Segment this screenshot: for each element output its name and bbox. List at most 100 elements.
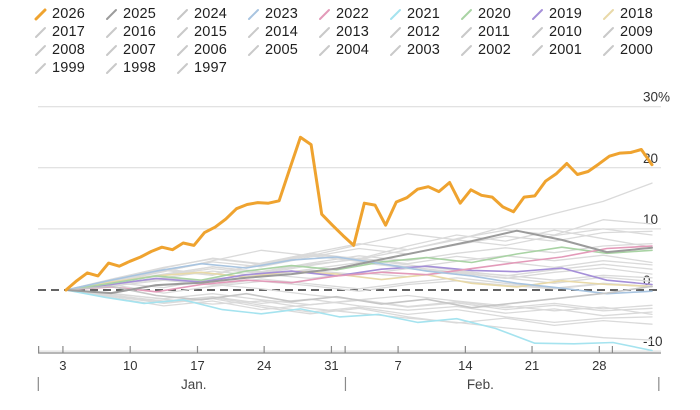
chart-legend: 2026 2025 2024 2023 2022 2021 2020 2019 2018 2017… — [34, 5, 686, 77]
legend-dash-stroke — [177, 44, 188, 56]
legend-dash-icon — [461, 8, 472, 20]
x-tick-label: 28 — [592, 358, 606, 373]
legend-item-2004[interactable]: 2004 — [318, 41, 389, 59]
legend-dash-stroke — [319, 8, 330, 20]
series-line-2025 — [65, 229, 653, 295]
legend-year-label: 2025 — [123, 6, 157, 22]
series-line-2010 — [65, 289, 653, 327]
legend-item-2014[interactable]: 2014 — [247, 23, 318, 41]
legend-dash-stroke — [106, 44, 117, 56]
legend-item-2026[interactable]: 2026 — [34, 5, 105, 23]
legend-dash-stroke — [248, 26, 259, 38]
legend-item-2019[interactable]: 2019 — [531, 5, 602, 23]
legend-dash-icon — [390, 44, 401, 56]
legend-item-2009[interactable]: 2009 — [602, 23, 673, 41]
series-line-2024 — [65, 285, 653, 309]
legend-dash-stroke — [603, 26, 614, 38]
legend-dash-stroke — [106, 26, 117, 38]
legend-dash-icon — [106, 8, 117, 20]
legend-year-label: 2006 — [194, 42, 228, 58]
legend-item-2015[interactable]: 2015 — [176, 23, 247, 41]
series-line-2015 — [65, 255, 653, 291]
legend-dash-stroke — [177, 62, 188, 74]
legend-year-label: 1998 — [123, 60, 157, 76]
legend-item-2010[interactable]: 2010 — [531, 23, 602, 41]
legend-dash-stroke — [34, 8, 47, 20]
legend-dash-icon — [603, 26, 614, 38]
legend-item-2013[interactable]: 2013 — [318, 23, 389, 41]
legend-item-1998[interactable]: 1998 — [105, 59, 176, 77]
legend-item-1999[interactable]: 1999 — [34, 59, 105, 77]
legend-item-2023[interactable]: 2023 — [247, 5, 318, 23]
legend-dash-icon — [603, 44, 614, 56]
legend-item-2011[interactable]: 2011 — [460, 23, 531, 41]
legend-item-2008[interactable]: 2008 — [34, 41, 105, 59]
month-label: Jan. — [181, 377, 207, 392]
legend-dash-icon — [248, 8, 259, 20]
legend-item-2017[interactable]: 2017 — [34, 23, 105, 41]
legend-dash-icon — [603, 8, 614, 20]
legend-item-2002[interactable]: 2002 — [460, 41, 531, 59]
legend-dash-icon — [461, 26, 472, 38]
legend-dash-icon — [35, 62, 46, 74]
x-tick-label: 31 — [324, 358, 338, 373]
legend-year-label: 2009 — [620, 24, 654, 40]
series-line-2023 — [65, 256, 653, 295]
legend-dash-icon — [177, 44, 188, 56]
legend-dash-stroke — [390, 26, 401, 38]
legend-item-2021[interactable]: 2021 — [389, 5, 460, 23]
legend-dash-stroke — [603, 44, 614, 56]
y-axis-label: -10 — [643, 334, 663, 349]
legend-year-label: 2022 — [336, 6, 370, 22]
legend-dash-stroke — [248, 44, 259, 56]
legend-item-2006[interactable]: 2006 — [176, 41, 247, 59]
legend-dash-icon — [35, 44, 46, 56]
legend-dash-stroke — [532, 26, 543, 38]
series-line-2020 — [65, 246, 653, 291]
series-line-2004 — [65, 277, 653, 291]
legend-dash-icon — [532, 26, 543, 38]
legend-year-label: 2010 — [549, 24, 583, 40]
x-tick-label: 24 — [257, 358, 271, 373]
legend-item-2001[interactable]: 2001 — [531, 41, 602, 59]
legend-item-2016[interactable]: 2016 — [105, 23, 176, 41]
legend-year-label: 2019 — [549, 6, 583, 22]
legend-dash-stroke — [532, 8, 543, 20]
legend-item-2003[interactable]: 2003 — [389, 41, 460, 59]
legend-dash-icon — [532, 44, 543, 56]
legend-item-2025[interactable]: 2025 — [105, 5, 176, 23]
legend-item-2018[interactable]: 2018 — [602, 5, 673, 23]
month-label: Feb. — [467, 377, 494, 392]
legend-item-2024[interactable]: 2024 — [176, 5, 247, 23]
legend-dash-icon — [177, 62, 188, 74]
legend-year-label: 2004 — [336, 42, 370, 58]
legend-dash-stroke — [532, 44, 543, 56]
legend-item-2000[interactable]: 2000 — [602, 41, 673, 59]
legend-year-label: 2012 — [407, 24, 441, 40]
series-line-2000 — [65, 278, 653, 316]
legend-dash-stroke — [35, 62, 46, 74]
x-tick-label: 17 — [190, 358, 204, 373]
legend-dash-stroke — [177, 8, 188, 20]
legend-item-2005[interactable]: 2005 — [247, 41, 318, 59]
legend-item-1997[interactable]: 1997 — [176, 59, 247, 77]
legend-year-label: 2008 — [52, 42, 86, 58]
legend-dash-stroke — [106, 8, 117, 20]
legend-item-2012[interactable]: 2012 — [389, 23, 460, 41]
series-line-2018 — [65, 270, 653, 291]
legend-year-label: 2018 — [620, 6, 654, 22]
legend-dash-stroke — [461, 44, 472, 56]
legend-year-label: 2021 — [407, 6, 441, 22]
legend-dash-stroke — [390, 44, 401, 56]
legend-year-label: 1999 — [52, 60, 86, 76]
legend-item-2020[interactable]: 2020 — [460, 5, 531, 23]
legend-year-label: 2003 — [407, 42, 441, 58]
series-line-2007 — [65, 254, 653, 291]
legend-dash-stroke — [248, 8, 259, 20]
legend-item-2007[interactable]: 2007 — [105, 41, 176, 59]
legend-item-2022[interactable]: 2022 — [318, 5, 389, 23]
legend-year-label: 2005 — [265, 42, 299, 58]
legend-dash-stroke — [461, 8, 472, 20]
y-axis-label: 30% — [643, 90, 670, 105]
